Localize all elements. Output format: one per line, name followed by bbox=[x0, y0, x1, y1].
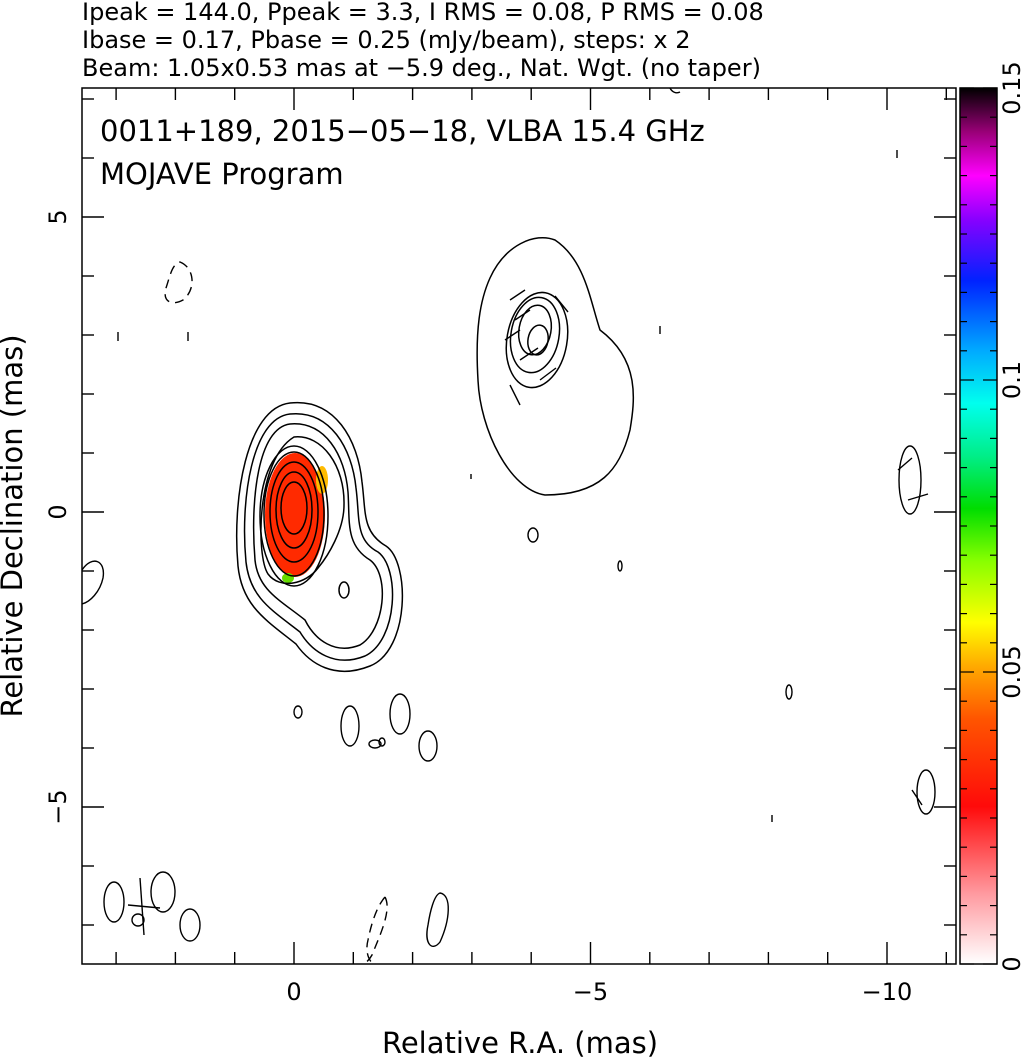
noise-contour bbox=[426, 892, 449, 947]
noise-contour bbox=[527, 527, 539, 543]
core-contour bbox=[263, 451, 325, 577]
core-contour bbox=[260, 436, 345, 585]
evpa-vector bbox=[504, 329, 521, 341]
core-contours bbox=[235, 401, 404, 672]
noise-contour bbox=[103, 881, 125, 923]
colorbar-tick-label: 0.15 bbox=[998, 61, 1021, 114]
core-contour bbox=[269, 461, 319, 563]
colorbar-tick-label: 0.1 bbox=[998, 361, 1021, 399]
x-axis: 0 −5 −10 bbox=[115, 88, 947, 1006]
y-tick-label: −5 bbox=[44, 789, 72, 824]
y-axis-label: Relative Declination (mas) bbox=[0, 334, 29, 717]
noise-contour bbox=[378, 737, 386, 747]
x-axis-label: Relative R.A. (mas) bbox=[382, 1026, 658, 1060]
jet-extended-contour bbox=[243, 413, 394, 661]
negative-contour bbox=[366, 896, 386, 964]
colorbar-tick-label: 0 bbox=[998, 956, 1021, 971]
jet-component-contour bbox=[527, 324, 549, 356]
evpa-vector bbox=[907, 493, 929, 501]
core-contour bbox=[280, 481, 308, 535]
x-tick-label: −10 bbox=[862, 978, 913, 1006]
plot-frame bbox=[81, 87, 957, 965]
jet-component-contour bbox=[509, 296, 561, 374]
noise-contour bbox=[340, 705, 360, 747]
jet-extended-contour bbox=[252, 423, 383, 649]
noise-contour bbox=[179, 908, 201, 942]
x-tick-label: −5 bbox=[573, 978, 608, 1006]
noise-contour bbox=[418, 730, 438, 762]
evpa-vector bbox=[539, 367, 557, 381]
x-tick-label: 0 bbox=[286, 978, 301, 1006]
negative-contours bbox=[164, 261, 388, 964]
header-line-3: Beam: 1.05x0.53 mas at −5.9 deg., Nat. W… bbox=[82, 54, 761, 82]
evpa-vector bbox=[514, 309, 531, 321]
negative-contour bbox=[164, 261, 193, 304]
colorbar-tick-label: 0.05 bbox=[998, 645, 1021, 698]
evpa-vector bbox=[509, 384, 521, 406]
y-tick-label: 0 bbox=[44, 504, 72, 519]
noise-contour bbox=[389, 693, 411, 735]
noise-contour bbox=[368, 739, 382, 749]
program-annotation: MOJAVE Program bbox=[100, 157, 344, 191]
y-tick-label: 5 bbox=[44, 209, 72, 224]
noise-contour bbox=[131, 913, 145, 927]
header-line-1: Ipeak = 144.0, Ppeak = 3.3, I RMS = 0.08… bbox=[82, 0, 764, 26]
evpa-vector bbox=[519, 347, 539, 361]
negative-contour bbox=[354, 896, 388, 964]
noise-contour bbox=[617, 560, 623, 572]
noise-contour bbox=[82, 560, 105, 605]
noise-contour bbox=[150, 871, 176, 913]
core-contour bbox=[275, 471, 313, 549]
core-contour bbox=[259, 445, 329, 587]
jet-component-outer-contour bbox=[476, 236, 635, 496]
colorbar-ticks: 0 0.05 0.1 0.15 bbox=[960, 61, 1021, 972]
jet-component-contours bbox=[476, 236, 635, 496]
jet-component-contour bbox=[517, 304, 553, 356]
noise-contour bbox=[898, 445, 922, 515]
evpa-vector bbox=[554, 295, 569, 313]
y-axis: 5 0 −5 bbox=[44, 98, 956, 926]
source-annotation: 0011+189, 2015−05−18, VLBA 15.4 GHz bbox=[100, 114, 705, 148]
header-line-2: Ibase = 0.17, Pbase = 0.25 (mJy/beam), s… bbox=[82, 26, 691, 54]
jet-extended-contour bbox=[235, 401, 404, 672]
evpa-vector bbox=[139, 877, 145, 936]
noise-contour bbox=[669, 88, 681, 94]
jet-knot-contour bbox=[338, 581, 350, 599]
noise-contours bbox=[82, 88, 936, 947]
polarization-fill-core bbox=[265, 453, 325, 577]
evpa-vector bbox=[509, 289, 526, 301]
map-content bbox=[82, 88, 936, 964]
noise-contour bbox=[785, 684, 793, 700]
noise-contour bbox=[293, 705, 303, 719]
jet-component-contour bbox=[505, 291, 569, 389]
noise-contour bbox=[916, 769, 936, 815]
